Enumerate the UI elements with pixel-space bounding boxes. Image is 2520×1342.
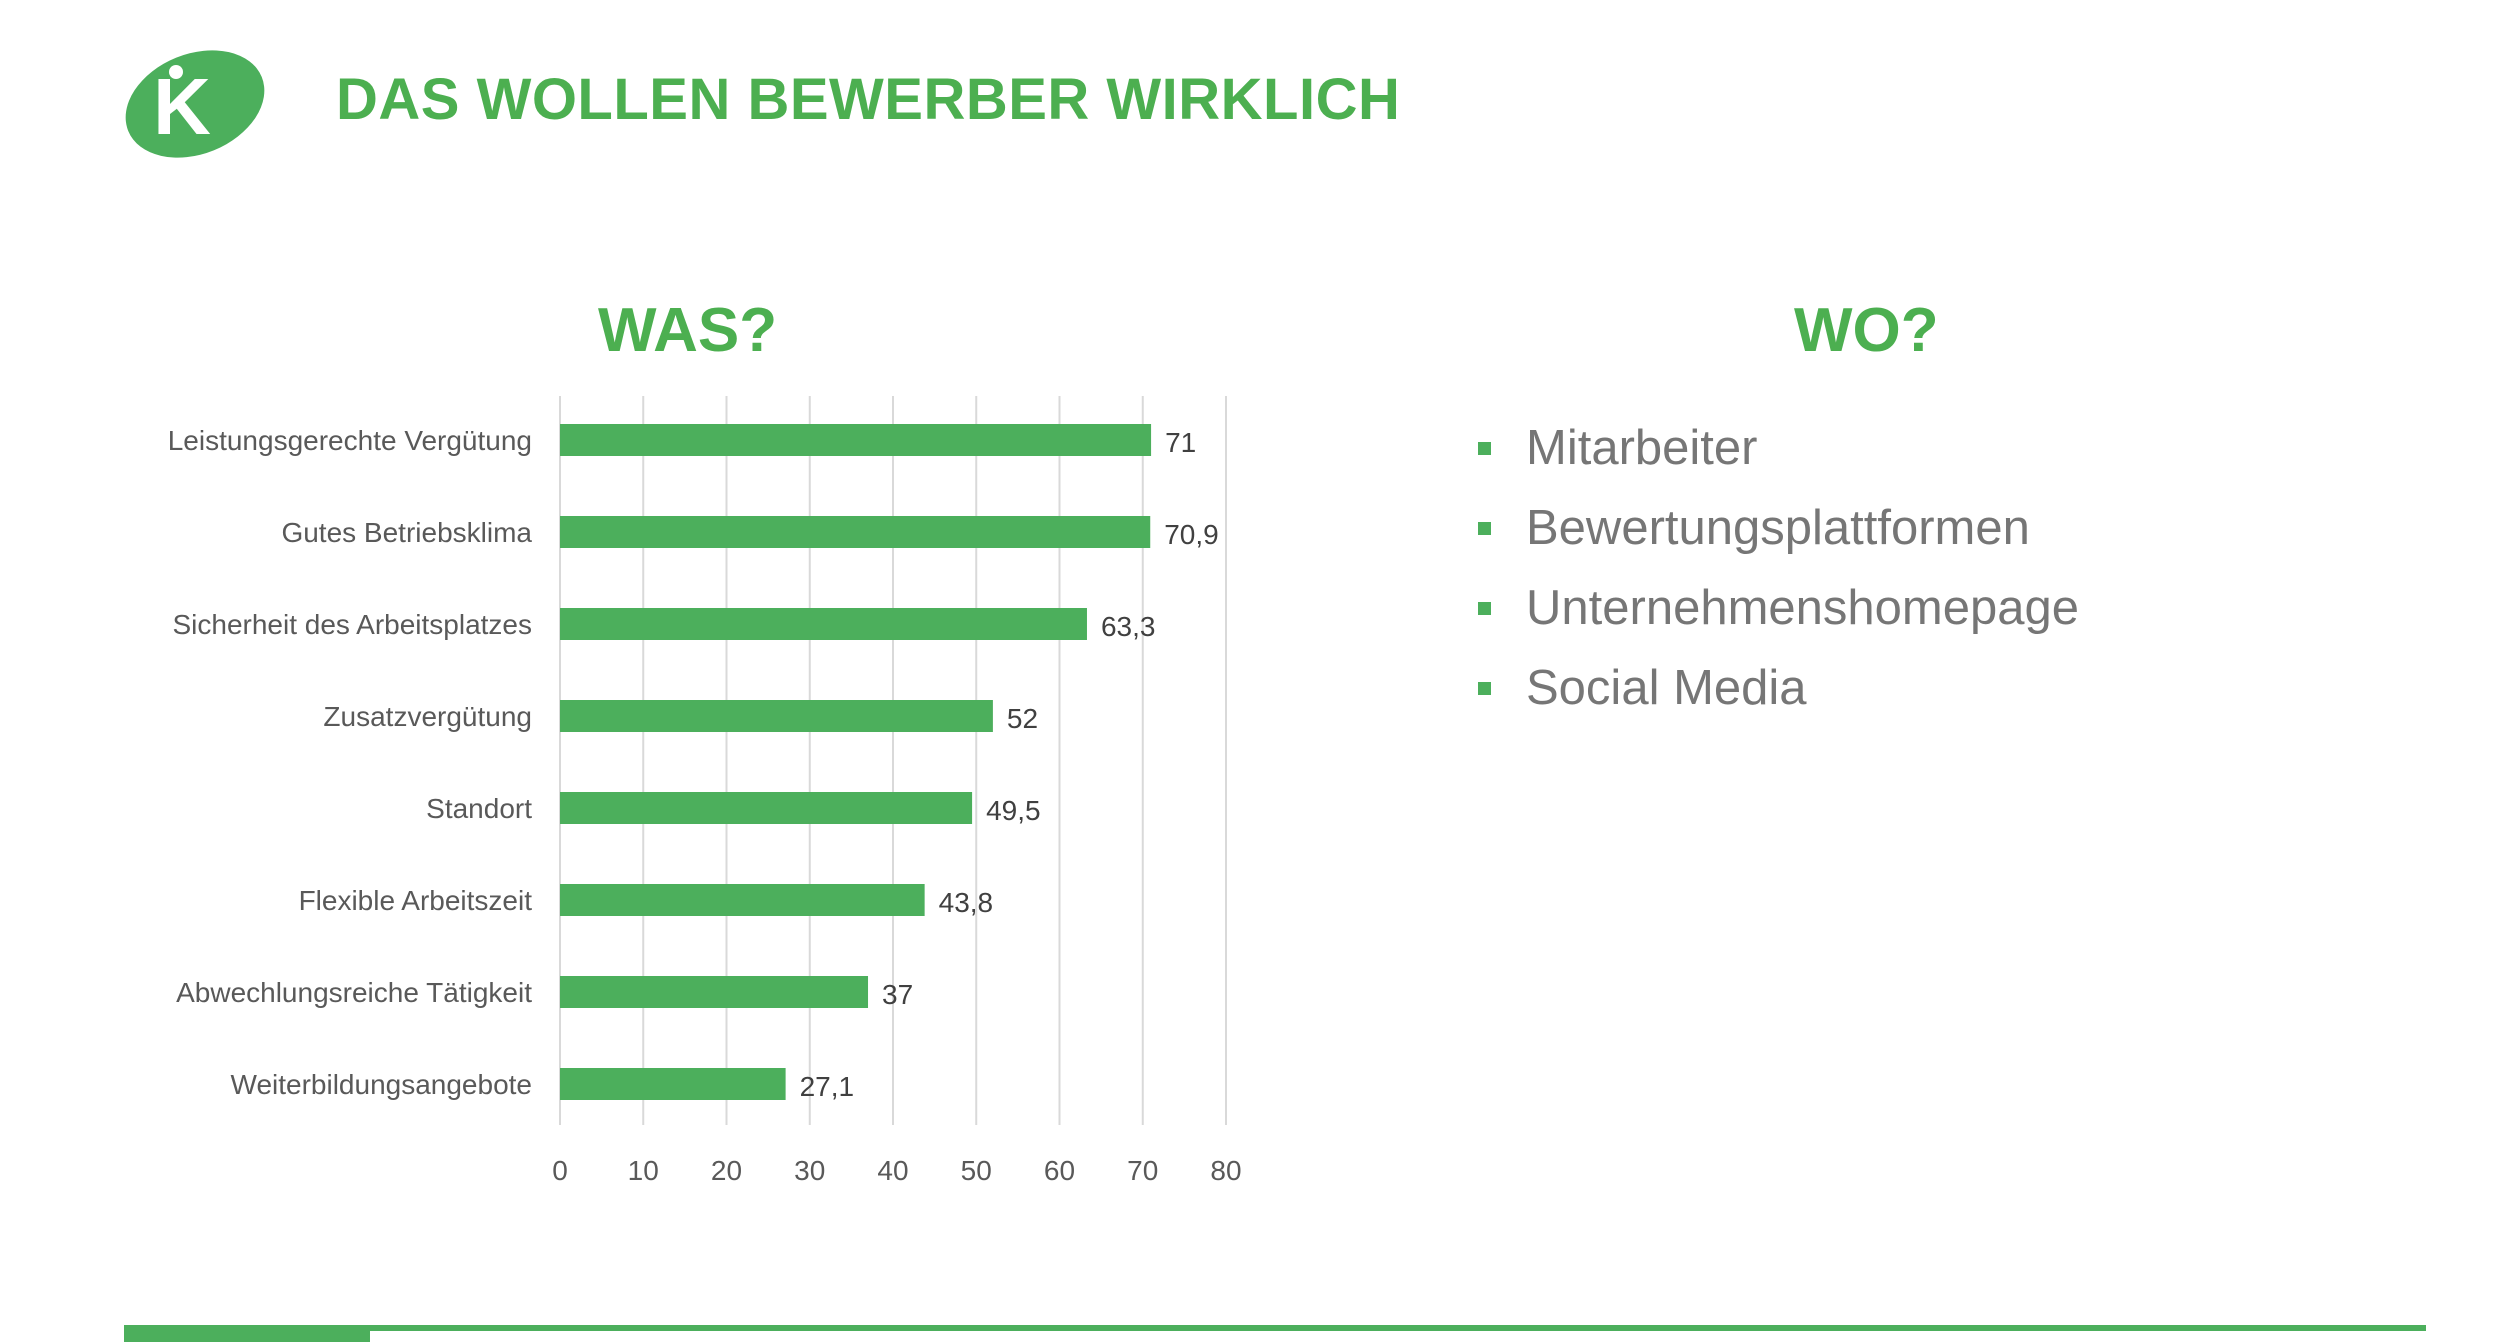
category-label: Standort <box>426 793 532 824</box>
bar <box>560 424 1152 456</box>
bar <box>560 700 993 732</box>
logo-dot <box>169 65 183 79</box>
x-tick-label: 80 <box>1210 1155 1241 1186</box>
x-tick-label: 40 <box>877 1155 908 1186</box>
data-label: 70,9 <box>1164 519 1219 550</box>
bar <box>560 608 1087 640</box>
wo-list-item: Social Media <box>1478 648 2079 728</box>
square-bullet-icon <box>1478 441 1491 455</box>
data-label: 71 <box>1165 427 1196 458</box>
wo-list-item: Unternehmenshomepage <box>1478 568 2079 648</box>
category-label: Gutes Betriebsklima <box>281 517 532 548</box>
category-label: Weiterbildungsangebote <box>231 1069 532 1100</box>
x-tick-label: 60 <box>1044 1155 1075 1186</box>
footer-divider <box>124 1325 2426 1331</box>
company-logo: K <box>125 50 265 158</box>
data-label: 63,3 <box>1101 611 1156 642</box>
footer-accent-bar <box>124 1325 370 1342</box>
bar <box>560 1068 786 1100</box>
wo-item-label: Unternehmenshomepage <box>1526 581 2079 635</box>
x-tick-label: 50 <box>961 1155 992 1186</box>
bar <box>560 884 925 916</box>
wo-item-label: Bewertungsplattformen <box>1526 501 2030 555</box>
data-label: 52 <box>1007 703 1038 734</box>
was-heading: WAS? <box>598 296 778 365</box>
wo-list: Mitarbeiter Bewertungsplattformen Untern… <box>1478 408 2079 728</box>
bar <box>560 792 973 824</box>
x-tick-label: 0 <box>552 1155 568 1186</box>
category-label: Abwechlungsreiche Tätigkeit <box>176 977 532 1008</box>
x-tick-label: 30 <box>794 1155 825 1186</box>
data-label: 37 <box>882 979 913 1010</box>
bar <box>560 516 1151 548</box>
data-label: 27,1 <box>800 1071 855 1102</box>
square-bullet-icon <box>1478 521 1491 535</box>
wo-list-item: Mitarbeiter <box>1478 408 2079 488</box>
square-bullet-icon <box>1478 681 1491 695</box>
wo-item-label: Social Media <box>1526 661 1807 715</box>
logo-letter: K <box>153 62 211 151</box>
wo-list-item: Bewertungsplattformen <box>1478 488 2079 568</box>
wo-item-label: Mitarbeiter <box>1526 421 1758 475</box>
x-tick-label: 70 <box>1127 1155 1158 1186</box>
data-label: 43,8 <box>939 887 994 918</box>
category-label: Sicherheit des Arbeitsplatzes <box>172 609 532 640</box>
x-tick-label: 20 <box>711 1155 742 1186</box>
page-title: DAS WOLLEN BEWERBER WIRKLICH <box>336 67 1401 132</box>
wo-heading: WO? <box>1794 296 1939 365</box>
bar <box>560 976 869 1008</box>
data-label: 49,5 <box>986 795 1041 826</box>
square-bullet-icon <box>1478 601 1491 615</box>
logo-leaf-shape <box>125 50 265 158</box>
category-label: Leistungsgerechte Vergütung <box>168 425 532 456</box>
category-label: Flexible Arbeitszeit <box>299 885 533 916</box>
x-tick-label: 10 <box>628 1155 659 1186</box>
category-label: Zusatzvergütung <box>323 701 532 732</box>
